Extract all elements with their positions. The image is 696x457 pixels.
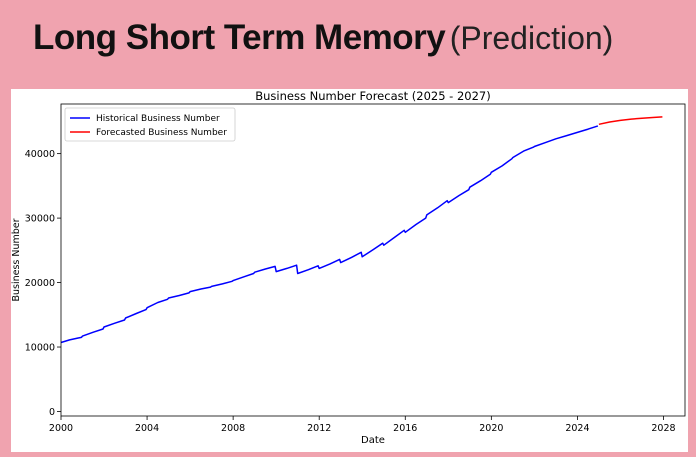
- y-tick-label: 40000: [25, 149, 55, 160]
- y-axis-label: Business Number: [11, 218, 22, 301]
- y-tick-label: 10000: [25, 343, 55, 354]
- x-tick-label: 2028: [651, 423, 675, 434]
- x-tick-label: 2016: [393, 423, 417, 434]
- series-line-historical: [60, 125, 599, 344]
- x-tick-label: 2020: [479, 423, 503, 434]
- x-tick-label: 2012: [307, 423, 331, 434]
- legend-label-forecast: Forecasted Business Number: [96, 128, 227, 138]
- chart-panel: Business Number Forecast (2025 - 2027) 2…: [11, 89, 688, 452]
- slide-heading: Long Short Term Memory (Prediction): [33, 18, 613, 58]
- slide-title: Long Short Term Memory: [33, 18, 446, 57]
- y-tick-label: 0: [49, 407, 55, 418]
- legend-label-historical: Historical Business Number: [96, 114, 220, 124]
- plot-frame: [60, 103, 686, 417]
- plot-area: [60, 116, 663, 344]
- x-tick-label: 2004: [135, 423, 159, 434]
- x-tick-label: 2024: [565, 423, 589, 434]
- legend: Historical Business Number Forecasted Bu…: [64, 107, 236, 142]
- y-tick-label: 30000: [25, 214, 55, 225]
- forecast-chart: Business Number Forecast (2025 - 2027) 2…: [11, 89, 686, 446]
- x-tick-label: 2008: [221, 423, 245, 434]
- slide-subtitle: (Prediction): [449, 20, 614, 56]
- x-tick-label: 2000: [49, 423, 73, 434]
- x-axis-label: Date: [361, 435, 385, 446]
- legend-box: [64, 107, 236, 142]
- axes-ticks: 2000 2004 2008 2012 2016 2020 2024 2028 0 10000 20…: [25, 149, 676, 434]
- series-line-forecast: [598, 116, 663, 126]
- chart-title: Business Number Forecast (2025 - 2027): [255, 89, 491, 103]
- y-tick-label: 20000: [25, 278, 55, 289]
